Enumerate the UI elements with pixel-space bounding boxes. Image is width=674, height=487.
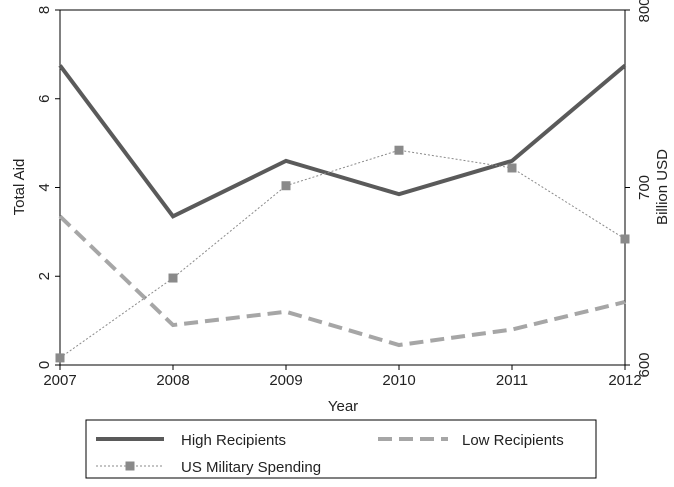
plot-frame — [59, 9, 626, 366]
y-left-tick-label-4: 4 — [36, 183, 53, 191]
legend-label-high-recipients: High Recipients — [181, 432, 286, 449]
y-axis-left-label: Total Aid — [11, 159, 28, 216]
series-point-us-military-spending-2008 — [168, 273, 178, 283]
x-tick-label-2009: 2009 — [269, 372, 302, 389]
series-line-low-recipients — [58, 214, 626, 348]
legend-box — [85, 419, 597, 479]
y-left-tick-label-0: 0 — [36, 361, 53, 369]
series-line-high-recipients — [58, 63, 627, 219]
y-right-tick-label-700: 700 — [636, 175, 653, 200]
legend-label-low-recipients: Low Recipients — [462, 432, 564, 449]
legend-label-us-military-spending: US Military Spending — [181, 459, 321, 476]
x-tick-label-2007: 2007 — [43, 372, 76, 389]
series-point-us-military-spending-2007 — [55, 353, 65, 363]
x-tick-label-2011: 2011 — [496, 372, 528, 389]
series-point-us-military-spending-2011 — [507, 163, 517, 173]
y-left-tick-label-8: 8 — [36, 6, 53, 14]
series-point-us-military-spending-2012 — [620, 234, 630, 244]
series-point-us-military-spending-2010 — [394, 145, 404, 155]
series-point-us-military-spending-2009 — [281, 181, 291, 191]
x-axis-label: Year — [328, 398, 358, 415]
x-tick-label-2012: 2012 — [608, 372, 641, 389]
x-tick-label-2008: 2008 — [156, 372, 189, 389]
y-left-tick-label-2: 2 — [36, 272, 53, 280]
y-left-tick-label-6: 6 — [36, 95, 53, 103]
x-tick-label-2010: 2010 — [382, 372, 415, 389]
y-right-tick-label-600: 600 — [636, 352, 653, 377]
y-right-tick-label-800: 800 — [636, 0, 653, 23]
y-axis-right-label: Billion USD — [654, 149, 671, 225]
legend-marker-us-military-spending — [125, 461, 135, 471]
legend: High Recipients Low Recipients US Milita… — [85, 419, 597, 479]
